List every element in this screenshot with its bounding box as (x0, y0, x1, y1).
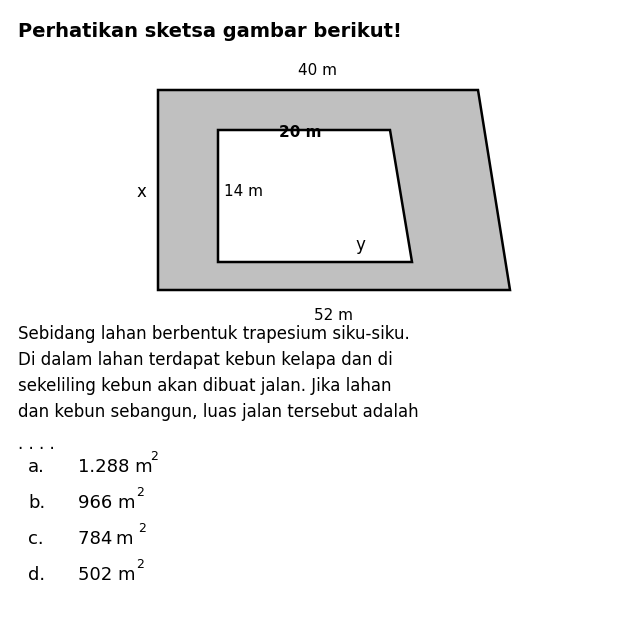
Text: Sebidang lahan berbentuk trapesium siku-siku.: Sebidang lahan berbentuk trapesium siku-… (18, 325, 410, 343)
Polygon shape (218, 130, 412, 262)
Text: 784 m: 784 m (78, 530, 134, 548)
Text: 20 m: 20 m (279, 125, 321, 140)
Text: 2: 2 (138, 522, 146, 535)
Text: sekeliling kebun akan dibuat jalan. Jika lahan: sekeliling kebun akan dibuat jalan. Jika… (18, 377, 391, 395)
Text: d.: d. (28, 566, 45, 584)
Text: c.: c. (28, 530, 44, 548)
Text: dan kebun sebangun, luas jalan tersebut adalah: dan kebun sebangun, luas jalan tersebut … (18, 403, 419, 421)
Text: x: x (136, 183, 146, 201)
Text: Perhatikan sketsa gambar berikut!: Perhatikan sketsa gambar berikut! (18, 22, 402, 41)
Text: Di dalam lahan terdapat kebun kelapa dan di: Di dalam lahan terdapat kebun kelapa dan… (18, 351, 392, 369)
Text: y: y (355, 236, 365, 254)
Text: 966 m: 966 m (78, 494, 136, 512)
Text: b.: b. (28, 494, 45, 512)
Text: 502 m: 502 m (78, 566, 136, 584)
Text: 2: 2 (136, 558, 144, 571)
Text: 2: 2 (136, 486, 144, 499)
Text: a.: a. (28, 458, 45, 476)
Text: 1.288 m: 1.288 m (78, 458, 152, 476)
Polygon shape (158, 90, 510, 290)
Text: 2: 2 (150, 450, 158, 463)
Text: . . . .: . . . . (18, 435, 55, 453)
Text: 40 m: 40 m (299, 63, 338, 78)
Text: 52 m: 52 m (314, 308, 354, 323)
Text: 14 m: 14 m (224, 184, 263, 200)
